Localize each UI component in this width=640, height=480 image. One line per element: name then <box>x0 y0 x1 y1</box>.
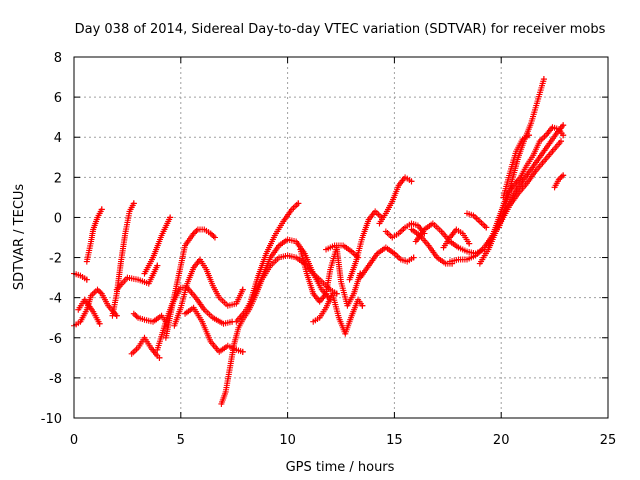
plot-frame <box>73 56 609 419</box>
series-track-07 <box>130 310 169 325</box>
series-track-02 <box>71 286 120 329</box>
series-track-19 <box>323 242 362 261</box>
data-point <box>408 178 415 185</box>
data-point <box>98 206 105 213</box>
data-point <box>525 132 532 139</box>
data-point <box>192 229 199 236</box>
series-track-16 <box>246 200 302 309</box>
data-point <box>130 310 137 317</box>
series-track-04 <box>83 206 105 265</box>
x-tick-label: 25 <box>600 433 617 448</box>
data-point <box>239 348 246 355</box>
data-point <box>466 240 473 247</box>
y-tick-label: 8 <box>54 51 62 66</box>
y-tick-label: -8 <box>49 372 62 387</box>
data-point <box>210 233 217 240</box>
series-track-28 <box>464 210 490 231</box>
data-points <box>71 76 567 407</box>
series-track-21 <box>357 244 417 281</box>
data-point <box>193 227 200 234</box>
series-track-31 <box>496 76 547 231</box>
x-tick-label: 15 <box>386 433 403 448</box>
y-tick-label: 4 <box>54 131 62 146</box>
data-point <box>295 200 302 207</box>
data-point <box>94 286 101 293</box>
series-track-20 <box>346 208 385 283</box>
data-point <box>207 230 214 237</box>
y-tick-label: -2 <box>49 252 62 267</box>
data-point <box>558 173 565 180</box>
data-point <box>557 175 564 182</box>
y-tick-label: 2 <box>54 171 62 186</box>
series-track-14 <box>218 252 340 407</box>
series-track-18 <box>310 290 366 337</box>
x-tick-label: 0 <box>70 433 78 448</box>
data-point <box>540 76 547 83</box>
series-track-12 <box>171 256 246 329</box>
data-point <box>83 276 90 283</box>
data-point <box>167 214 174 221</box>
data-point <box>156 354 163 361</box>
series-track-17 <box>297 244 364 309</box>
series-track-22 <box>376 174 415 227</box>
x-tick-label: 20 <box>493 433 510 448</box>
series-track-03 <box>75 296 103 327</box>
data-point <box>130 200 137 207</box>
series-track-10 <box>154 284 236 353</box>
data-point <box>555 176 562 183</box>
series-track-24 <box>408 226 456 267</box>
data-point <box>560 122 567 129</box>
data-point <box>190 230 197 237</box>
y-tick-label: -4 <box>49 292 62 307</box>
series-track-32 <box>500 132 532 201</box>
data-point <box>132 312 139 319</box>
data-point <box>209 231 216 238</box>
series-track-13 <box>182 304 246 355</box>
series-track-06 <box>113 262 161 293</box>
x-tick-label: 5 <box>177 433 185 448</box>
x-tick-label: 10 <box>279 433 296 448</box>
data-point <box>95 287 102 294</box>
data-point <box>359 302 366 309</box>
series-track-33 <box>551 172 567 191</box>
data-point <box>211 234 218 241</box>
x-axis-label: GPS time / hours <box>286 460 395 475</box>
y-tick-label: 6 <box>54 91 62 106</box>
data-point <box>483 224 490 231</box>
series-track-26 <box>440 226 473 251</box>
data-point <box>560 132 567 139</box>
axis-ticks: 0 5 10 15 20 25 -10 -8 -6 -4 -2 0 2 4 6 8 <box>41 51 617 448</box>
series-track-09 <box>141 214 174 277</box>
data-point <box>558 138 565 145</box>
series-track-11 <box>162 226 218 341</box>
data-point <box>560 172 567 179</box>
series-track-08 <box>128 334 163 361</box>
grid-lines <box>74 57 608 418</box>
y-tick-label: -6 <box>49 332 62 347</box>
y-tick-label: -10 <box>41 412 62 427</box>
y-tick-label: 0 <box>54 211 62 226</box>
data-point <box>154 262 161 269</box>
series-track-05 <box>109 200 137 319</box>
data-point <box>133 313 140 320</box>
data-point <box>96 320 103 327</box>
data-point <box>410 254 417 261</box>
chart-title: Day 038 of 2014, Sidereal Day-to-day VTE… <box>75 22 606 37</box>
data-point <box>97 289 104 296</box>
y-axis-label: SDTVAR / TECUs <box>12 184 27 291</box>
data-point <box>239 286 246 293</box>
